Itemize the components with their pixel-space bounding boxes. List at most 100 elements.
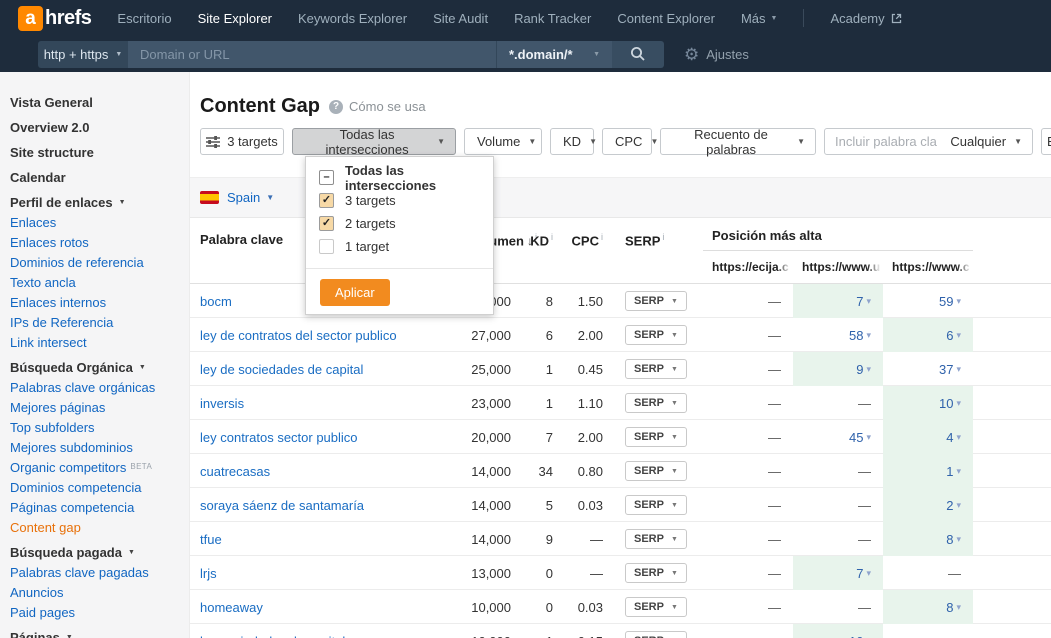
serp-button[interactable]: SERP▼ [625,359,687,379]
sidebar-item-enlaces-rotos[interactable]: Enlaces rotos [10,235,189,255]
sidebar-item-vista-general[interactable]: Vista General [10,95,93,110]
sidebar-section-busqueda-organica[interactable]: Búsqueda Orgánica ▼ [10,355,189,380]
intersections-filter-button[interactable]: Todas las intersecciones ▼ [292,127,456,157]
ahrefs-logo[interactable]: a hrefs [18,5,92,31]
keyword-link[interactable]: ley sociedades de capital [190,634,470,638]
position-value[interactable]: 4 [946,429,954,445]
sidebar-item-content-gap[interactable]: Content gap [10,520,189,540]
position-value[interactable]: 45 [849,429,864,445]
sidebar-item-palabras-clave-pagadas[interactable]: Palabras clave pagadas [10,565,189,585]
keyword-link[interactable]: inversis [200,395,245,411]
nav-item-site-explorer[interactable]: Site Explorer [198,11,272,26]
target-url-header-2[interactable]: https://www.u [793,251,883,274]
sidebar-item-mejores-paginas[interactable]: Mejores páginas [10,400,189,420]
sidebar-item-mejores-subdominios[interactable]: Mejores subdominios [10,440,189,460]
sidebar-item-enlaces[interactable]: Enlaces [10,215,189,235]
serp-button[interactable]: SERP▼ [625,325,687,345]
chevron-down-icon[interactable]: ▾ [956,533,961,544]
unchecked-checkbox[interactable] [319,239,334,254]
checked-checkbox[interactable]: ✓ [319,193,334,208]
sidebar-item-enlaces-internos[interactable]: Enlaces internos [10,295,189,315]
target-url-header-1[interactable]: https://ecija.c [703,251,793,274]
search-button[interactable] [612,40,664,68]
sidebar-item-top-subfolders[interactable]: Top subfolders [10,420,189,440]
chevron-down-icon[interactable]: ▾ [956,363,961,374]
column-header-keyword[interactable]: Palabra clave [200,232,284,247]
serp-button[interactable]: SERP▼ [625,597,687,617]
checked-checkbox[interactable]: ✓ [319,216,334,231]
chevron-down-icon[interactable]: ▾ [956,295,961,306]
column-header-serp[interactable]: SERP i [625,232,665,249]
keyword-link[interactable]: cuatrecasas [200,463,271,479]
sidebar-item-dominios-competencia[interactable]: Dominios competencia [10,480,189,500]
chevron-down-icon[interactable]: ▾ [956,397,961,408]
position-value[interactable]: 6 [946,327,954,343]
country-selector[interactable]: Spain ▼ [227,190,274,205]
chevron-down-icon[interactable]: ▾ [956,465,961,476]
sidebar-item-overview-2-0[interactable]: Overview 2.0 [10,120,90,135]
dropdown-option-todas-las-intersecciones[interactable]: – Todas las intersecciones [306,163,493,193]
protocol-select[interactable]: http + https ▼ [38,40,128,68]
position-value[interactable]: 2 [946,497,954,513]
keyword-link[interactable]: ley contratos sector publico [200,429,358,445]
position-value[interactable]: 8 [946,599,954,615]
targets-button[interactable]: 3 targets [200,128,284,155]
help-question-icon[interactable]: ? [329,99,343,114]
dropdown-option-2-targets[interactable]: ✓ 2 targets [306,212,493,235]
position-value[interactable]: 7 [856,565,864,581]
kd-filter-button[interactable]: KD ▼ [550,128,597,155]
sidebar-item-ips-de-referencia[interactable]: IPs de Referencia [10,315,189,335]
nav-item-academy[interactable]: Academy [830,11,901,26]
serp-button[interactable]: SERP▼ [625,393,687,413]
include-keyword-input[interactable] [825,134,937,149]
keyword-link[interactable]: lrjs [200,565,217,581]
serp-button[interactable]: SERP▼ [625,529,687,549]
nav-item-content-explorer[interactable]: Content Explorer [617,11,715,26]
nav-item-rank-tracker[interactable]: Rank Tracker [514,11,591,26]
chevron-down-icon[interactable]: ▾ [956,431,961,442]
chevron-down-icon[interactable]: ▾ [866,295,871,306]
nav-item-mas[interactable]: Más ▼ [741,11,778,26]
search-mode-select[interactable]: *.domain/* ▼ [496,40,612,68]
target-url-header-3[interactable]: https://www.c [883,251,973,274]
position-value[interactable]: 8 [946,531,954,547]
position-value[interactable]: 7 [856,293,864,309]
chevron-down-icon[interactable]: ▾ [866,431,871,442]
serp-button[interactable]: SERP▼ [625,563,687,583]
include-mode-select[interactable]: Cualquier ▼ [950,134,1032,149]
indeterminate-checkbox[interactable]: – [319,170,334,185]
position-value[interactable]: 58 [849,327,864,343]
serp-button[interactable]: SERP▼ [625,461,687,481]
column-header-cpc[interactable]: CPC i [571,232,603,249]
sidebar-item-dominios-de-referencia[interactable]: Dominios de referencia [10,255,189,275]
position-value[interactable]: 10 [849,634,863,638]
keyword-link[interactable]: homeaway [200,599,263,615]
cpc-filter-button[interactable]: CPC ▼ [602,128,658,155]
apply-button[interactable]: Aplicar [320,279,390,306]
how-to-use-link[interactable]: Cómo se usa [349,99,426,114]
serp-button[interactable]: SERP▼ [625,291,687,311]
column-header-kd[interactable]: KD i [530,232,553,249]
sidebar-item-organic-competitors[interactable]: Organic competitors BETA [10,460,189,480]
exclude-filter-clipped[interactable]: E [1041,128,1051,155]
sidebar-item-site-structure[interactable]: Site structure [10,145,94,160]
word-count-filter-button[interactable]: Recuento de palabras ▼ [660,127,816,157]
keyword-link[interactable]: ley de contratos del sector publico [200,327,397,343]
chevron-down-icon[interactable]: ▾ [866,363,871,374]
keyword-link[interactable]: ley de sociedades de capital [200,361,364,377]
sidebar-section-paginas[interactable]: Páginas ▼ [10,625,189,638]
settings-button[interactable]: ⚙ Ajustes [684,46,749,63]
chevron-down-icon[interactable]: ▾ [956,499,961,510]
sidebar-item-texto-ancla[interactable]: Texto ancla [10,275,189,295]
keyword-link[interactable]: tfue [200,531,222,547]
chevron-down-icon[interactable]: ▾ [956,601,961,612]
chevron-down-icon[interactable]: ▾ [866,636,871,638]
position-value[interactable]: 37 [939,361,954,377]
sidebar-section-busqueda-pagada[interactable]: Búsqueda pagada ▼ [10,540,189,565]
sidebar-item-calendar[interactable]: Calendar [10,170,66,185]
keyword-link[interactable]: bocm [200,293,232,309]
nav-item-site-audit[interactable]: Site Audit [433,11,488,26]
nav-item-escritorio[interactable]: Escritorio [117,11,171,26]
sidebar-item-palabras-clave-organicas[interactable]: Palabras clave orgánicas [10,380,189,400]
serp-button[interactable]: SERP▼ [625,631,687,638]
